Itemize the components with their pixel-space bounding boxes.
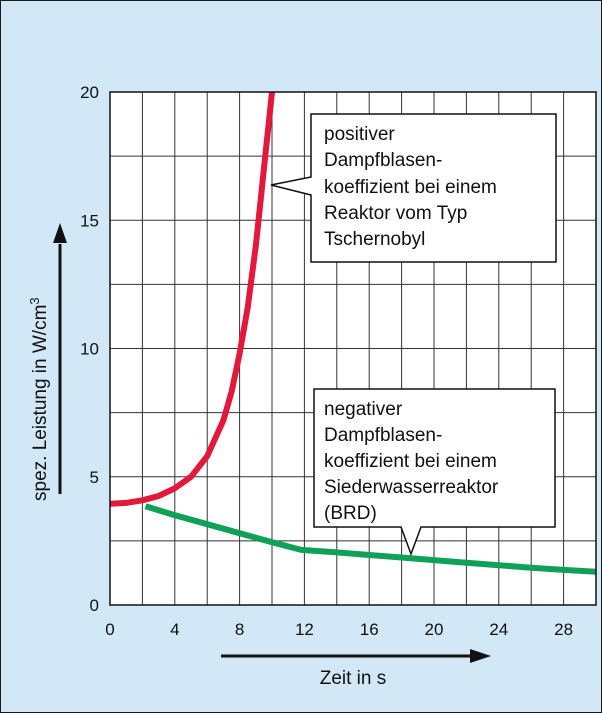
annotation-line: positiver [324, 124, 395, 145]
x-tick-label: 28 [554, 620, 573, 639]
annotation-line: Reaktor vom Typ [324, 203, 467, 224]
x-tick-label: 8 [235, 620, 244, 639]
annotation-line: Dampfblasen- [324, 150, 442, 171]
y-axis-label: spez. Leistung in W/cm3 [27, 297, 51, 501]
series-line-positive [109, 91, 275, 507]
series-lines [109, 91, 597, 575]
x-tick-label: 20 [425, 620, 444, 639]
annotation-line: (BRD) [324, 503, 377, 524]
annotation-line: negativer [324, 399, 403, 420]
x-tick-label: 24 [489, 620, 508, 639]
annotation-positive: positiver Dampfblasen- koeffizient bei e… [270, 113, 557, 263]
annotation-line: Dampfblasen- [324, 425, 442, 446]
y-tick-label: 15 [80, 211, 99, 230]
tick-labels: 0 4 8 12 16 20 24 28 0 5 10 15 20 [80, 83, 573, 639]
y-axis-label-superscript: 3 [27, 297, 42, 304]
y-axis-arrowhead [53, 223, 67, 243]
x-axis-arrowhead [470, 649, 491, 663]
y-tick-label: 10 [80, 340, 99, 359]
series-line-negative [144, 503, 597, 575]
x-tick-label: 0 [105, 620, 114, 639]
x-tick-label: 12 [295, 620, 314, 639]
annotation-negative: negativer Dampfblasen- koeffizient bei e… [313, 388, 556, 557]
y-tick-label: 0 [90, 596, 99, 615]
x-tick-label: 4 [170, 620, 179, 639]
y-axis-label-main: spez. Leistung in W/cm [30, 305, 51, 501]
annotation-box-positive [270, 113, 557, 263]
annotation-line: koeffizient bei einem [324, 177, 497, 198]
x-axis-label: Zeit in s [320, 668, 387, 689]
annotation-line: Siederwasserreaktor [324, 477, 499, 498]
annotation-line: Tschernobyl [324, 229, 425, 250]
annotation-line: koeffizient bei einem [324, 451, 497, 472]
y-tick-label: 5 [90, 468, 99, 487]
x-tick-label: 16 [360, 620, 379, 639]
plot-area [109, 91, 597, 606]
annotation-box-negative [313, 388, 556, 557]
y-tick-label: 20 [80, 83, 99, 102]
